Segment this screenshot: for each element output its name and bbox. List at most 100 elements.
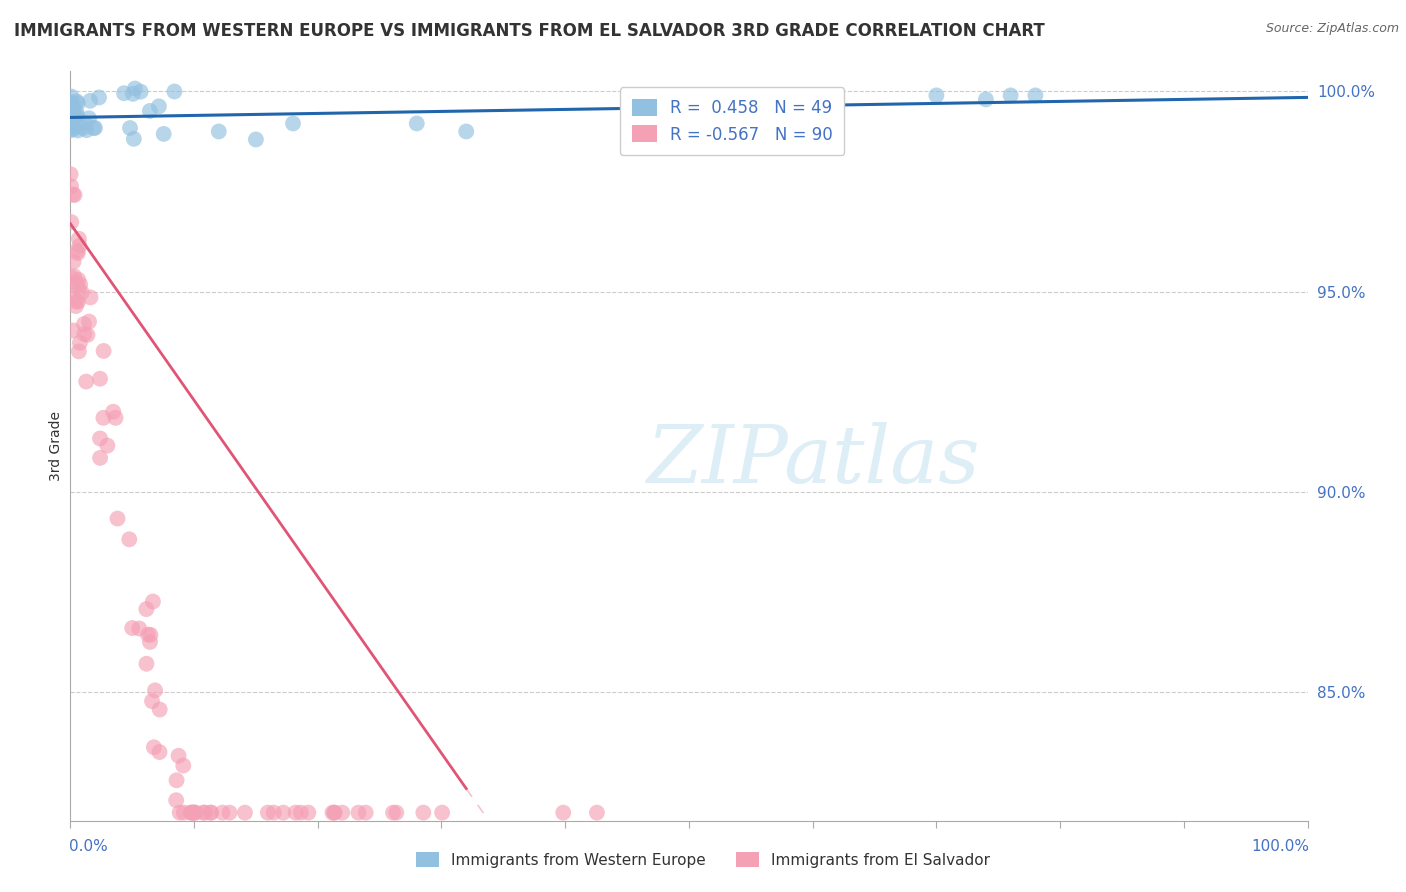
Point	[586, 805, 609, 820]
Point	[79, 290, 101, 304]
Text: Source: ZipAtlas.com: Source: ZipAtlas.com	[1265, 22, 1399, 36]
Point	[84, 120, 107, 135]
Point	[149, 702, 172, 716]
Point	[152, 127, 174, 141]
Point	[263, 805, 285, 820]
Point	[104, 410, 127, 425]
Point	[139, 628, 162, 642]
Point	[180, 805, 202, 820]
Point	[62, 104, 84, 119]
Point	[323, 805, 346, 820]
Point	[59, 95, 82, 109]
Point	[59, 123, 82, 137]
Point	[60, 89, 83, 103]
Point	[183, 805, 205, 820]
Legend: Immigrants from Western Europe, Immigrants from El Salvador: Immigrants from Western Europe, Immigran…	[408, 844, 998, 875]
Point	[167, 748, 190, 763]
Point	[974, 92, 997, 106]
Point	[211, 805, 233, 820]
Point	[143, 683, 166, 698]
Point	[245, 132, 267, 146]
Point	[200, 805, 222, 820]
Point	[63, 110, 86, 124]
Point	[62, 254, 84, 268]
Point	[67, 232, 90, 246]
Point	[141, 694, 163, 708]
Point	[330, 805, 353, 820]
Text: ZIPatlas: ZIPatlas	[645, 422, 980, 500]
Point	[62, 103, 84, 117]
Point	[72, 121, 94, 136]
Point	[297, 805, 319, 820]
Point	[77, 112, 100, 126]
Point	[273, 805, 295, 820]
Point	[281, 116, 304, 130]
Point	[180, 805, 202, 820]
Point	[76, 327, 98, 342]
Point	[200, 805, 222, 820]
Point	[430, 805, 453, 820]
Point	[208, 124, 231, 138]
Point	[89, 432, 111, 446]
Point	[62, 97, 84, 112]
Point	[183, 805, 205, 820]
Point	[193, 805, 215, 820]
Point	[73, 116, 96, 130]
Point	[354, 805, 377, 820]
Point	[69, 277, 91, 292]
Point	[139, 103, 162, 118]
Point	[148, 745, 170, 759]
Point	[66, 109, 89, 123]
Y-axis label: 3rd Grade: 3rd Grade	[49, 411, 63, 481]
Point	[62, 324, 84, 338]
Point	[96, 439, 118, 453]
Point	[69, 239, 91, 253]
Point	[218, 805, 240, 820]
Point	[456, 124, 478, 138]
Point	[65, 294, 87, 309]
Point	[129, 85, 152, 99]
Point	[75, 375, 97, 389]
Point	[60, 101, 83, 115]
Point	[73, 327, 96, 342]
Point	[135, 602, 157, 616]
Point	[93, 343, 115, 358]
Point	[321, 805, 343, 820]
Point	[136, 627, 159, 641]
Point	[63, 108, 86, 122]
Point	[107, 511, 129, 525]
Point	[62, 106, 84, 120]
Point	[59, 96, 82, 111]
Point	[60, 179, 83, 194]
Point	[139, 635, 162, 649]
Point	[87, 90, 110, 104]
Point	[124, 81, 146, 95]
Point	[79, 94, 101, 108]
Text: 100.0%: 100.0%	[1251, 838, 1309, 854]
Point	[172, 758, 194, 772]
Point	[89, 372, 111, 386]
Point	[60, 119, 83, 133]
Point	[121, 621, 143, 635]
Point	[67, 273, 90, 287]
Point	[128, 622, 150, 636]
Point	[183, 805, 205, 820]
Point	[59, 167, 82, 181]
Point	[63, 269, 86, 284]
Point	[405, 116, 427, 130]
Point	[347, 805, 370, 820]
Point	[385, 805, 408, 820]
Point	[169, 805, 191, 820]
Point	[67, 344, 90, 359]
Point	[76, 123, 98, 137]
Point	[118, 121, 141, 136]
Point	[63, 106, 86, 120]
Point	[65, 276, 87, 290]
Point	[135, 657, 157, 671]
Point	[83, 120, 105, 135]
Point	[62, 187, 84, 202]
Point	[257, 805, 280, 820]
Point	[77, 315, 100, 329]
Point	[93, 410, 115, 425]
Point	[412, 805, 434, 820]
